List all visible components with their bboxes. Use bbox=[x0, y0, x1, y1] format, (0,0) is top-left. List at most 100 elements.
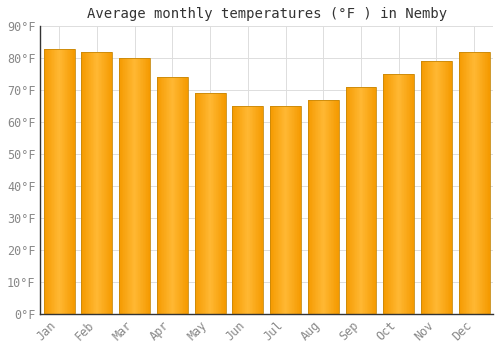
Bar bbox=[256, 106, 257, 314]
Bar bbox=[120, 58, 121, 314]
Bar bbox=[157, 77, 158, 314]
Bar bbox=[119, 58, 120, 314]
Bar bbox=[404, 74, 405, 314]
Bar bbox=[308, 100, 309, 314]
Bar bbox=[235, 106, 236, 314]
Bar bbox=[164, 77, 165, 314]
Bar bbox=[346, 87, 347, 314]
Bar bbox=[314, 100, 315, 314]
Bar bbox=[353, 87, 354, 314]
Bar bbox=[200, 93, 201, 314]
Bar bbox=[223, 93, 224, 314]
Bar bbox=[148, 58, 149, 314]
Bar bbox=[480, 52, 481, 314]
Bar bbox=[135, 58, 136, 314]
Bar bbox=[88, 52, 89, 314]
Bar bbox=[255, 106, 256, 314]
Bar bbox=[207, 93, 208, 314]
Bar bbox=[130, 58, 131, 314]
Bar bbox=[288, 106, 290, 314]
Bar bbox=[101, 52, 102, 314]
Bar bbox=[285, 106, 286, 314]
Bar bbox=[436, 62, 437, 314]
Bar bbox=[396, 74, 397, 314]
Bar bbox=[70, 49, 71, 314]
Bar bbox=[464, 52, 465, 314]
Bar bbox=[392, 74, 393, 314]
Bar bbox=[468, 52, 469, 314]
Bar bbox=[324, 100, 325, 314]
Bar bbox=[194, 93, 226, 314]
Bar bbox=[121, 58, 122, 314]
Bar bbox=[136, 58, 137, 314]
Bar bbox=[63, 49, 64, 314]
Bar bbox=[356, 87, 358, 314]
Bar bbox=[478, 52, 479, 314]
Bar bbox=[277, 106, 278, 314]
Bar bbox=[102, 52, 103, 314]
Bar bbox=[55, 49, 56, 314]
Bar bbox=[481, 52, 482, 314]
Bar bbox=[87, 52, 88, 314]
Bar bbox=[298, 106, 299, 314]
Bar bbox=[272, 106, 273, 314]
Bar bbox=[131, 58, 132, 314]
Bar bbox=[421, 62, 422, 314]
Bar bbox=[366, 87, 367, 314]
Bar bbox=[216, 93, 217, 314]
Bar bbox=[281, 106, 282, 314]
Bar bbox=[386, 74, 387, 314]
Bar bbox=[71, 49, 72, 314]
Bar bbox=[262, 106, 264, 314]
Bar bbox=[437, 62, 438, 314]
Bar bbox=[282, 106, 283, 314]
Bar bbox=[446, 62, 447, 314]
Bar bbox=[59, 49, 60, 314]
Bar bbox=[144, 58, 145, 314]
Bar bbox=[290, 106, 291, 314]
Bar bbox=[450, 62, 452, 314]
Bar bbox=[441, 62, 442, 314]
Bar bbox=[56, 49, 58, 314]
Bar bbox=[284, 106, 285, 314]
Bar bbox=[372, 87, 373, 314]
Bar bbox=[476, 52, 478, 314]
Bar bbox=[259, 106, 260, 314]
Bar bbox=[176, 77, 178, 314]
Bar bbox=[325, 100, 326, 314]
Bar bbox=[82, 52, 112, 314]
Bar bbox=[469, 52, 470, 314]
Bar bbox=[283, 106, 284, 314]
Bar bbox=[466, 52, 467, 314]
Bar bbox=[157, 77, 188, 314]
Bar bbox=[187, 77, 188, 314]
Bar bbox=[178, 77, 179, 314]
Bar bbox=[361, 87, 362, 314]
Bar bbox=[252, 106, 253, 314]
Bar bbox=[448, 62, 449, 314]
Bar bbox=[239, 106, 240, 314]
Bar bbox=[111, 52, 112, 314]
Bar bbox=[275, 106, 276, 314]
Bar bbox=[134, 58, 135, 314]
Bar bbox=[251, 106, 252, 314]
Bar bbox=[358, 87, 359, 314]
Bar bbox=[173, 77, 174, 314]
Bar bbox=[487, 52, 488, 314]
Bar bbox=[483, 52, 484, 314]
Bar bbox=[160, 77, 161, 314]
Bar bbox=[139, 58, 140, 314]
Bar bbox=[168, 77, 170, 314]
Bar bbox=[240, 106, 241, 314]
Bar bbox=[403, 74, 404, 314]
Bar bbox=[336, 100, 337, 314]
Bar bbox=[413, 74, 414, 314]
Bar bbox=[181, 77, 182, 314]
Bar bbox=[461, 52, 462, 314]
Bar bbox=[328, 100, 329, 314]
Bar bbox=[128, 58, 129, 314]
Bar bbox=[261, 106, 262, 314]
Bar bbox=[408, 74, 410, 314]
Bar bbox=[390, 74, 392, 314]
Bar bbox=[225, 93, 226, 314]
